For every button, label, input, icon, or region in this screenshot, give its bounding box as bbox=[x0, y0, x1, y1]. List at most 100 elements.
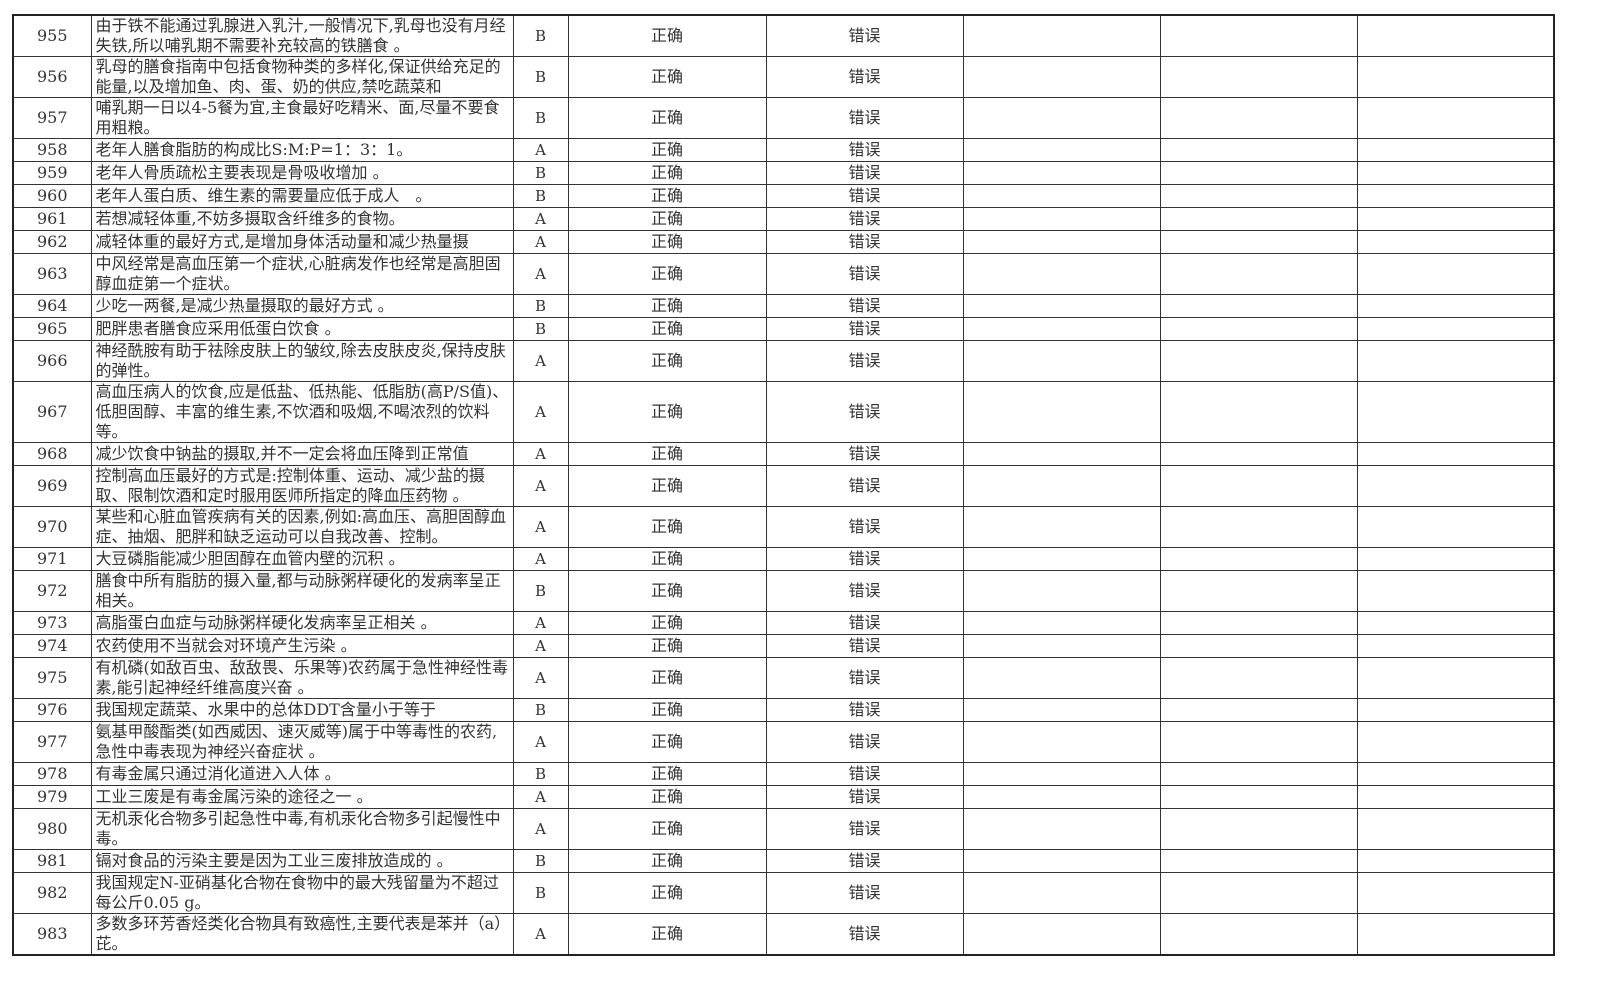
option-wrong: 错误 bbox=[765, 161, 964, 185]
empty-cell bbox=[962, 138, 1161, 162]
empty-cell bbox=[962, 56, 1161, 98]
answer-key: B bbox=[512, 294, 569, 318]
question-text: 某些和心脏血管疾病有关的因素,例如:高血压、高胆固醇血症、抽烟、肥胖和缺乏运动可… bbox=[95, 507, 506, 547]
option-wrong: 错误 bbox=[765, 698, 964, 722]
question-number: 960 bbox=[12, 184, 92, 208]
table-row: 961 若想减轻体重,不妨多摄取含纤维多的食物。 A 正确 错误 bbox=[12, 207, 1555, 231]
empty-cell bbox=[1159, 872, 1358, 914]
empty-cell bbox=[962, 317, 1161, 341]
option-wrong: 错误 bbox=[765, 294, 964, 318]
question-number: 967 bbox=[12, 381, 92, 443]
option-correct: 正确 bbox=[567, 634, 767, 658]
empty-cell bbox=[962, 721, 1161, 763]
question-text-cell: 无机汞化合物多引起急性中毒,有机汞化合物多引起慢性中毒。 bbox=[90, 808, 514, 850]
option-wrong: 错误 bbox=[765, 253, 964, 295]
table-row: 976 我国规定蔬菜、水果中的总体DDT含量小于等于 B 正确 错误 bbox=[12, 698, 1555, 722]
table-row: 983 多数多环芳香烃类化合物具有致癌性,主要代表是苯并（a）芘。 A 正确 错误 bbox=[12, 913, 1555, 956]
option-correct: 正确 bbox=[567, 506, 767, 548]
question-text: 高血压病人的饮食,应是低盐、低热能、低脂肪(高P/S值)、低胆固醇、丰富的维生素… bbox=[95, 382, 509, 442]
empty-cell bbox=[1356, 634, 1555, 658]
option-wrong: 错误 bbox=[765, 547, 964, 571]
answer-key: A bbox=[512, 634, 569, 658]
answer-key: B bbox=[512, 872, 569, 914]
option-correct: 正确 bbox=[567, 570, 767, 612]
empty-cell bbox=[1159, 381, 1358, 443]
table-row: 957 哺乳期一日以4-5餐为宜,主食最好吃精米、面,尽量不要食用粗粮。 B 正确 错误 bbox=[12, 97, 1555, 139]
question-text-cell: 控制高血压最好的方式是:控制体重、运动、减少盐的摄取、限制饮酒和定时服用医师所指… bbox=[90, 465, 514, 507]
question-text: 多数多环芳香烃类化合物具有致癌性,主要代表是苯并（a）芘。 bbox=[95, 914, 503, 953]
question-text: 膳食中所有脂肪的摄入量,都与动脉粥样硬化的发病率呈正相关。 bbox=[95, 571, 501, 611]
answer-key: B bbox=[512, 97, 569, 139]
question-text-cell: 若想减轻体重,不妨多摄取含纤维多的食物。 bbox=[90, 207, 514, 231]
question-text: 工业三废是有毒金属污染的途径之一 。 bbox=[95, 787, 373, 806]
table-row: 975 有机磷(如敌百虫、敌敌畏、乐果等)农药属于急性神经性毒素,能引起神经纤维高… bbox=[12, 657, 1555, 699]
question-text-cell: 多数多环芳香烃类化合物具有致癌性,主要代表是苯并（a）芘。 bbox=[90, 913, 514, 956]
answer-key: B bbox=[512, 14, 569, 57]
empty-cell bbox=[962, 230, 1161, 254]
empty-cell bbox=[1159, 207, 1358, 231]
question-text-cell: 老年人膳食脂肪的构成比S:M:P=1：3：1。 bbox=[90, 138, 514, 162]
empty-cell bbox=[962, 698, 1161, 722]
empty-cell bbox=[1159, 294, 1358, 318]
table-row: 964 少吃一两餐,是减少热量摄取的最好方式 。 B 正确 错误 bbox=[12, 294, 1555, 318]
empty-cell bbox=[962, 657, 1161, 699]
empty-cell bbox=[1159, 253, 1358, 295]
question-text-cell: 少吃一两餐,是减少热量摄取的最好方式 。 bbox=[90, 294, 514, 318]
empty-cell bbox=[962, 762, 1161, 786]
question-number: 966 bbox=[12, 340, 92, 382]
question-number: 974 bbox=[12, 634, 92, 658]
question-text: 有毒金属只通过消化道进入人体 。 bbox=[95, 764, 341, 783]
table-row: 970 某些和心脏血管疾病有关的因素,例如:高血压、高胆固醇血症、抽烟、肥胖和缺乏… bbox=[12, 506, 1555, 548]
option-correct: 正确 bbox=[567, 294, 767, 318]
table-row: 960 老年人蛋白质、维生素的需要量应低于成人 。 B 正确 错误 bbox=[12, 184, 1555, 208]
question-text: 农药使用不当就会对环境产生污染 。 bbox=[95, 636, 357, 655]
empty-cell bbox=[1159, 849, 1358, 873]
empty-cell bbox=[1159, 184, 1358, 208]
answer-key: B bbox=[512, 317, 569, 341]
answer-key: A bbox=[512, 207, 569, 231]
empty-cell bbox=[962, 381, 1161, 443]
option-correct: 正确 bbox=[567, 808, 767, 850]
question-text: 高脂蛋白血症与动脉粥样硬化发病率呈正相关 。 bbox=[95, 613, 437, 632]
option-correct: 正确 bbox=[567, 56, 767, 98]
question-text: 老年人骨质疏松主要表现是骨吸收增加 。 bbox=[95, 163, 389, 182]
empty-cell bbox=[962, 872, 1161, 914]
question-number: 955 bbox=[12, 14, 92, 57]
question-number: 958 bbox=[12, 138, 92, 162]
empty-cell bbox=[1356, 657, 1555, 699]
empty-cell bbox=[1356, 785, 1555, 809]
empty-cell bbox=[1159, 721, 1358, 763]
empty-cell bbox=[1356, 253, 1555, 295]
empty-cell bbox=[962, 340, 1161, 382]
empty-cell bbox=[1356, 97, 1555, 139]
empty-cell bbox=[962, 634, 1161, 658]
question-text: 无机汞化合物多引起急性中毒,有机汞化合物多引起慢性中毒。 bbox=[95, 809, 501, 849]
answer-key: A bbox=[512, 381, 569, 443]
question-text-cell: 大豆磷脂能减少胆固醇在血管内壁的沉积 。 bbox=[90, 547, 514, 571]
question-text: 若想减轻体重,不妨多摄取含纤维多的食物。 bbox=[95, 209, 405, 228]
option-wrong: 错误 bbox=[765, 849, 964, 873]
empty-cell bbox=[1159, 138, 1358, 162]
question-text: 有机磷(如敌百虫、敌敌畏、乐果等)农药属于急性神经性毒素,能引起神经纤维高度兴奋… bbox=[95, 658, 509, 698]
option-correct: 正确 bbox=[567, 161, 767, 185]
question-text: 老年人蛋白质、维生素的需要量应低于成人 。 bbox=[95, 186, 432, 205]
option-wrong: 错误 bbox=[765, 207, 964, 231]
question-number: 971 bbox=[12, 547, 92, 571]
question-text: 由于铁不能通过乳腺进入乳汁,一般情况下,乳母也没有月经失铁,所以哺乳期不需要补充… bbox=[95, 16, 506, 55]
option-correct: 正确 bbox=[567, 872, 767, 914]
empty-cell bbox=[1356, 138, 1555, 162]
option-correct: 正确 bbox=[567, 721, 767, 763]
option-wrong: 错误 bbox=[765, 56, 964, 98]
option-wrong: 错误 bbox=[765, 340, 964, 382]
empty-cell bbox=[1356, 570, 1555, 612]
empty-cell bbox=[1356, 611, 1555, 635]
empty-cell bbox=[1356, 721, 1555, 763]
question-text-cell: 农药使用不当就会对环境产生污染 。 bbox=[90, 634, 514, 658]
option-correct: 正确 bbox=[567, 253, 767, 295]
question-number: 970 bbox=[12, 506, 92, 548]
empty-cell bbox=[962, 14, 1161, 57]
empty-cell bbox=[1356, 56, 1555, 98]
empty-cell bbox=[1159, 913, 1358, 956]
table-row: 979 工业三废是有毒金属污染的途径之一 。 A 正确 错误 bbox=[12, 785, 1555, 809]
empty-cell bbox=[962, 506, 1161, 548]
